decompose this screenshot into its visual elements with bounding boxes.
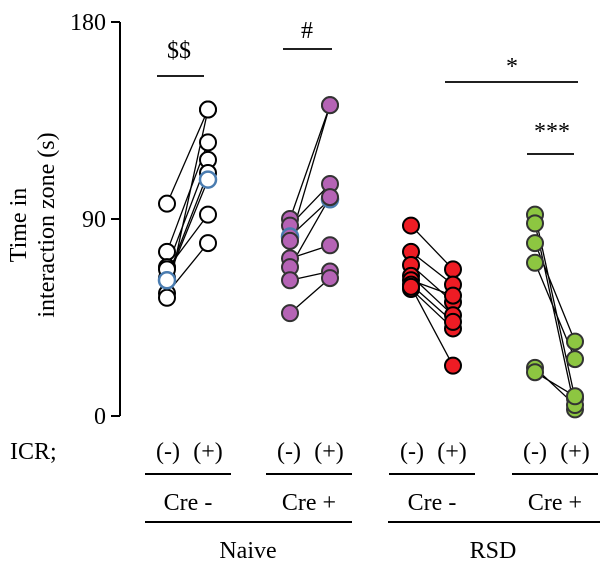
data-point-icr-minus xyxy=(158,288,176,307)
icr-minus-label: (-) xyxy=(156,439,180,465)
y-tick-label: 90 xyxy=(82,207,106,233)
paired-line xyxy=(166,214,209,270)
data-point-icr-minus xyxy=(526,253,544,272)
data-point-icr-plus xyxy=(199,205,217,224)
icr-minus-label: (-) xyxy=(400,439,424,465)
data-points xyxy=(157,96,584,419)
condition-label: Naive xyxy=(219,538,276,564)
icr-plus-label: (+) xyxy=(314,439,344,465)
paired-line xyxy=(410,225,454,270)
data-point-icr-minus xyxy=(158,194,176,213)
y-tick-label: 180 xyxy=(70,10,106,36)
y-tick-label: 0 xyxy=(94,404,106,430)
cre-label: Cre - xyxy=(164,490,213,516)
data-point-icr-minus xyxy=(158,242,176,261)
data-point-icr-plus xyxy=(199,234,217,253)
between-group-significance-label: * xyxy=(506,54,518,80)
y-axis-label-line2: interaction zone (s) xyxy=(34,132,60,317)
data-point-icr-minus xyxy=(157,271,177,290)
group-4-points xyxy=(526,205,584,419)
group-1-points xyxy=(157,100,218,307)
data-point-icr-plus xyxy=(321,188,339,207)
data-point-icr-minus xyxy=(281,271,299,290)
icr-minus-label: (-) xyxy=(523,439,547,465)
condition-label: RSD xyxy=(470,538,517,564)
group-3-points xyxy=(402,216,462,375)
data-point-icr-minus xyxy=(526,234,544,253)
paired-line xyxy=(534,223,576,410)
data-point-icr-plus xyxy=(566,387,584,406)
data-point-icr-plus xyxy=(321,236,339,255)
data-point-icr-plus xyxy=(444,356,462,375)
y-axis: 0 90 180 xyxy=(70,10,121,430)
group-2-points xyxy=(280,96,340,323)
data-point-icr-minus xyxy=(526,363,544,382)
icr-plus-label: (+) xyxy=(193,439,223,465)
significance-label: # xyxy=(301,18,313,44)
data-point-icr-minus xyxy=(526,214,544,233)
icr-label: ICR; xyxy=(10,439,57,465)
group-labels: (-) (+) Cre - (-) (+) Cre + (-) (+) Cre - (-) (+) C… xyxy=(145,439,600,564)
data-point-icr-minus xyxy=(402,216,420,235)
icr-plus-label: (+) xyxy=(560,439,590,465)
axis-labels: Time in interaction zone (s) ICR; xyxy=(6,132,60,465)
significance-label: $$ xyxy=(167,38,191,64)
significance-label: *** xyxy=(534,119,570,145)
data-point-icr-plus xyxy=(321,96,339,115)
paired-line xyxy=(410,286,454,366)
paired-line xyxy=(289,104,331,220)
significance-annotations: $$#**** xyxy=(157,18,578,155)
data-point-icr-plus xyxy=(199,133,217,152)
data-point-icr-plus xyxy=(321,269,339,288)
data-point-icr-plus xyxy=(566,332,584,351)
data-point-icr-plus xyxy=(444,312,462,331)
icr-minus-label: (-) xyxy=(277,439,301,465)
data-point-icr-minus xyxy=(281,304,299,323)
data-point-icr-plus xyxy=(198,170,218,189)
cre-label: Cre + xyxy=(282,490,336,516)
data-point-icr-minus xyxy=(402,277,420,296)
data-point-icr-plus xyxy=(444,286,462,305)
icr-plus-label: (+) xyxy=(437,439,467,465)
paired-line xyxy=(166,109,209,204)
data-point-icr-plus xyxy=(199,100,217,119)
data-point-icr-minus xyxy=(281,231,299,250)
cre-label: Cre + xyxy=(528,490,582,516)
cre-label: Cre - xyxy=(408,490,457,516)
data-point-icr-plus xyxy=(444,260,462,279)
data-point-icr-plus xyxy=(566,350,584,369)
y-axis-label-line1: Time in xyxy=(6,188,32,262)
